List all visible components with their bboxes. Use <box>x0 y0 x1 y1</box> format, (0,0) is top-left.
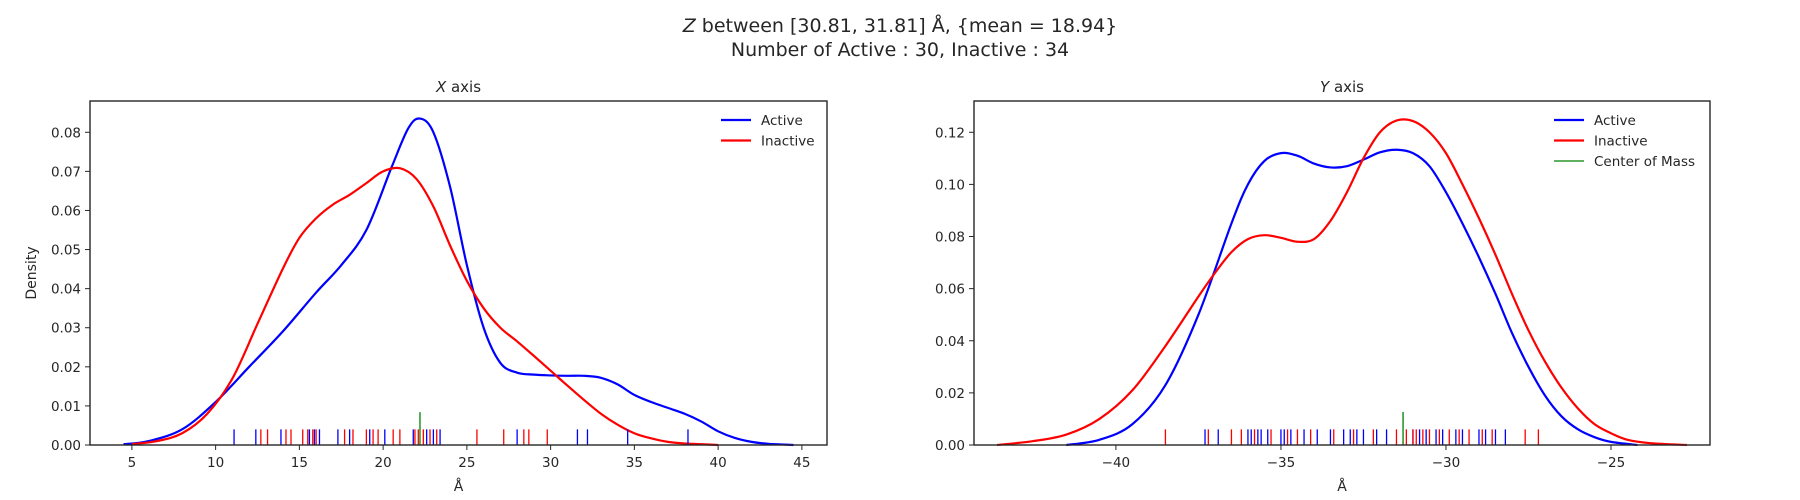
y-tick-label: 0.04 <box>935 334 965 350</box>
x-tick-label: 40 <box>710 455 727 471</box>
x-axis-label: Å <box>1337 478 1347 495</box>
y-axis-density-panel: Y axis −40 −35 −30 −25 0.00 0.02 0.04 0.06 0.08 0.… <box>935 78 1711 495</box>
x-tick-label: 30 <box>542 455 559 471</box>
x-tick-label: −35 <box>1267 455 1296 471</box>
y-tick-label: 0.07 <box>51 164 81 180</box>
figure-title-line1: Z between [30.81, 31.81] Å, {mean = 18.9… <box>682 14 1118 37</box>
x-tick-label: 15 <box>291 455 308 471</box>
y-tick-label: 0.12 <box>935 125 965 141</box>
y-tick-label: 0.08 <box>935 230 965 246</box>
y-tick-label: 0.06 <box>51 203 81 219</box>
x-axis-density-panel: X axis 5 10 15 20 25 30 35 40 45 0.00 0.01 0.02 0.03 0… <box>24 78 828 495</box>
legend-label: Inactive <box>761 134 815 150</box>
title-variable: Z <box>682 15 697 37</box>
subtitle-rest: axis <box>446 78 481 96</box>
y-tick-label: 0.00 <box>935 438 965 454</box>
x-tick-label: 10 <box>207 455 224 471</box>
legend-label: Active <box>761 113 803 129</box>
y-tick-label: 0.03 <box>51 321 81 337</box>
y-tick-label: 0.01 <box>51 399 81 415</box>
legend-label: Center of Mass <box>1594 154 1695 170</box>
panel-subtitle: X axis <box>435 78 481 96</box>
y-tick-label: 0.05 <box>51 243 81 259</box>
x-tick-label: −30 <box>1432 455 1461 471</box>
density-curve-active <box>123 117 794 447</box>
x-tick-label: 35 <box>626 455 643 471</box>
x-tick-label: 25 <box>458 455 475 471</box>
figure-title-line2: Number of Active : 30, Inactive : 34 <box>731 39 1069 61</box>
y-axis-label: Density <box>24 246 40 299</box>
x-tick-label: −40 <box>1102 455 1131 471</box>
y-tick-label: 0.04 <box>51 282 81 298</box>
legend-label: Inactive <box>1594 134 1648 150</box>
y-tick-label: 0.02 <box>935 386 965 402</box>
y-tick-label: 0.08 <box>51 125 81 141</box>
plot-frame <box>89 100 828 446</box>
y-tick-label: 0.02 <box>51 360 81 376</box>
y-tick-label: 0.06 <box>935 282 965 298</box>
title-rest: between [30.81, 31.81] Å, {mean = 18.94} <box>696 14 1118 37</box>
x-tick-label: 20 <box>375 455 392 471</box>
density-curve-active <box>1066 148 1638 447</box>
legend-label: Active <box>1594 113 1636 129</box>
density-curve-inactive <box>131 166 719 447</box>
subtitle-variable: X <box>435 78 447 96</box>
x-axis-label: Å <box>454 478 464 495</box>
subtitle-variable: Y <box>1320 78 1331 96</box>
y-tick-label: 0.10 <box>935 177 965 193</box>
y-tick-label: 0.00 <box>51 438 81 454</box>
panel-subtitle: Y axis <box>1320 78 1364 96</box>
x-tick-label: −25 <box>1597 455 1626 471</box>
x-tick-label: 5 <box>128 455 137 471</box>
subtitle-rest: axis <box>1329 78 1364 96</box>
density-curve-inactive <box>996 118 1687 447</box>
plot-frame <box>973 100 1711 446</box>
x-tick-label: 45 <box>793 455 810 471</box>
